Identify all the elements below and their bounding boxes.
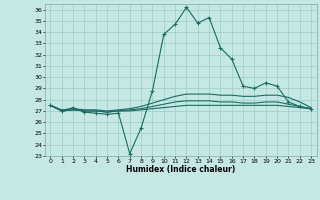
X-axis label: Humidex (Indice chaleur): Humidex (Indice chaleur): [126, 165, 236, 174]
